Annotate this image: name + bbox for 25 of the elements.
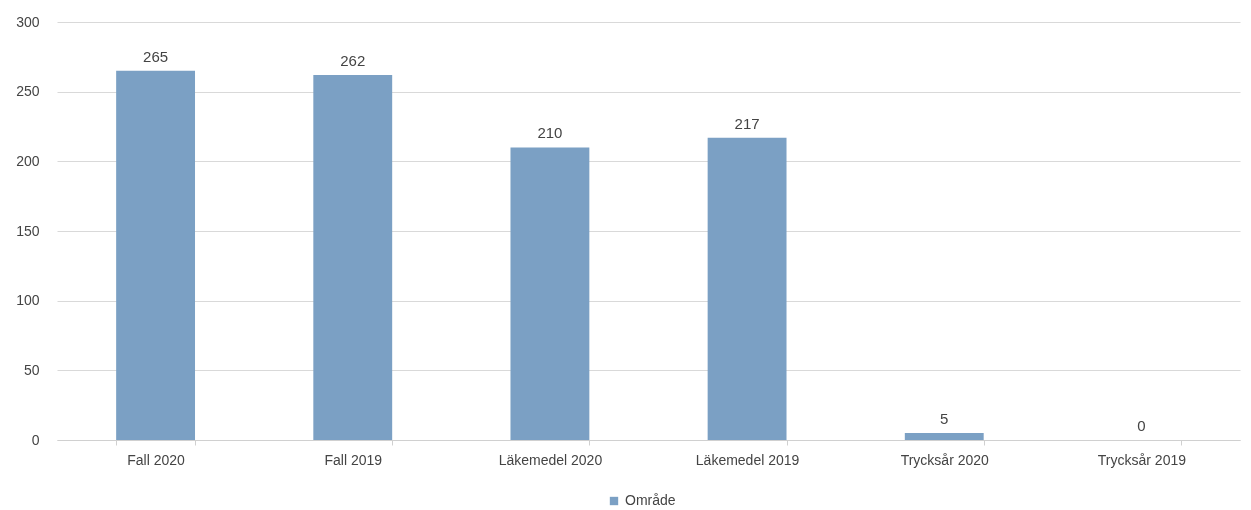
bar: [510, 147, 590, 440]
data-label: 217: [734, 114, 760, 132]
x-tick-label: Läkemedel 2019: [695, 451, 800, 468]
y-tick-label: 200: [16, 152, 40, 169]
data-label: 262: [340, 51, 366, 69]
x-tick-label: Trycksår 2019: [1097, 451, 1187, 468]
x-tick-label: Trycksår 2020: [900, 451, 990, 468]
bar: [313, 74, 393, 440]
bar: [904, 433, 984, 440]
y-tick-label: 100: [16, 292, 40, 309]
y-tick-label: 300: [16, 13, 40, 30]
bar: [707, 137, 787, 440]
bar: [116, 70, 196, 440]
x-tick-label: Läkemedel 2020: [498, 451, 603, 468]
y-tick-label: 250: [16, 83, 40, 100]
data-label: 5: [940, 410, 949, 428]
data-label: 210: [537, 124, 563, 142]
legend-label: Område: [625, 492, 676, 508]
data-label: 265: [143, 47, 169, 65]
x-tick-label: Fall 2019: [324, 451, 383, 468]
x-tick-label: Fall 2020: [127, 451, 186, 468]
y-tick-label: 150: [16, 222, 40, 239]
data-label: 0: [1137, 417, 1146, 434]
y-tick-label: 0: [31, 431, 40, 448]
y-tick-label: 50: [23, 361, 40, 378]
